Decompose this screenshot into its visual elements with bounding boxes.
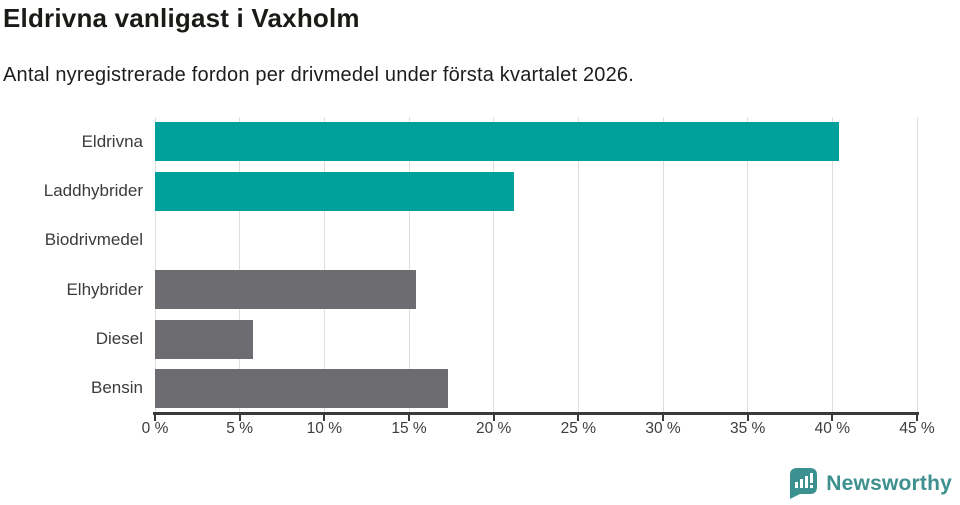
x-axis-tick [323,412,326,421]
category-label-biodrivmedel: Biodrivmedel [44,230,143,250]
gridline [239,117,241,413]
gridline [154,117,156,413]
x-axis-tick [746,412,749,421]
category-label-elhybrider: Elhybrider [66,279,143,299]
bar-laddhybrider [155,171,514,211]
x-axis-tick-label: 25 % [560,420,596,437]
x-axis-tick [916,412,918,421]
x-axis-tick [408,412,410,421]
bar-eldrivna [155,122,840,162]
x-axis-tick-label: 45 % [899,420,935,437]
category-label-laddhybrider: Laddhybrider [43,180,143,200]
brand-name: Newsworthy [826,471,952,495]
x-axis-tick [492,412,495,421]
gridline [662,117,664,413]
bar-diesel [155,319,254,359]
gridline [493,117,495,413]
x-axis-tick-label: 0 % [141,420,169,437]
gridline [577,117,579,413]
x-axis-tick-label: 40 % [814,420,850,437]
bar-elhybrider [155,270,416,310]
category-label-bensin: Bensin [91,378,143,398]
gridline [408,117,410,413]
category-label-diesel: Diesel [95,328,143,348]
x-axis-tick-label: 15 % [391,420,427,437]
x-axis-tick [238,412,241,421]
gridline [747,117,749,413]
chart-title: Eldrivna vanligast i Vaxholm [3,3,360,33]
x-axis-tick [831,412,834,421]
gridline [831,117,833,413]
bar-bensin [155,368,448,408]
x-axis-tick [154,412,156,421]
x-axis-tick-label: 10 % [306,420,342,437]
x-axis-tick-label: 30 % [645,420,681,437]
gridline [323,117,325,413]
chart-subtitle: Antal nyregistrerade fordon per drivmede… [3,64,635,86]
x-axis-line [153,412,919,415]
brand-logo: Newsworthy [789,468,952,499]
category-label-eldrivna: Eldrivna [81,131,143,151]
x-axis-tick-label: 20 % [475,420,512,437]
x-axis-tick-label: 35 % [729,420,766,437]
x-axis-tick [662,412,664,421]
x-axis-tick [577,412,580,421]
gridline [916,117,918,413]
newsworthy-speech-bubble-bars-icon [790,468,818,499]
x-axis-tick-label: 5 % [226,420,254,437]
